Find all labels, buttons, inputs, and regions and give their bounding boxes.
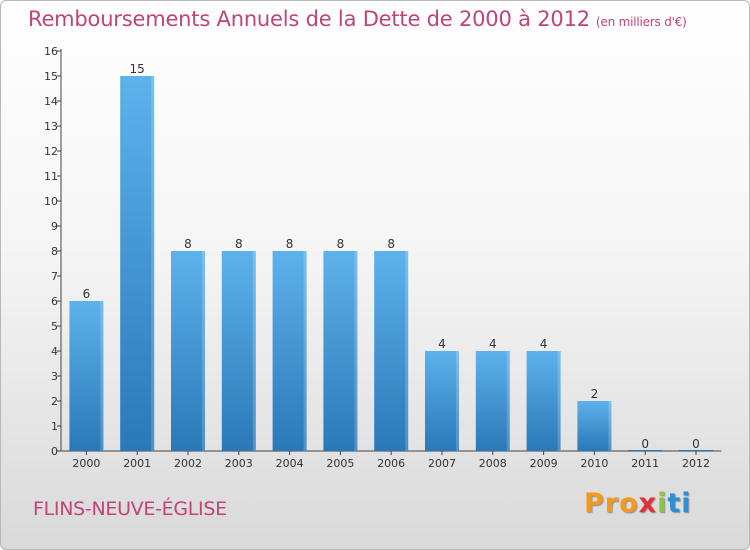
logo-part-2: x (638, 488, 658, 519)
bar (272, 251, 307, 451)
y-tick-label: 13 (44, 120, 58, 133)
bar (475, 351, 510, 451)
x-tick-label: 2007 (428, 457, 456, 470)
y-tick-label: 2 (51, 395, 58, 408)
y-tick-label: 6 (51, 295, 58, 308)
bar (628, 450, 663, 451)
y-tick-label: 12 (44, 145, 58, 158)
logo-part-4: ti (667, 488, 692, 519)
x-tick-label: 2006 (377, 457, 405, 470)
x-tick-label: 2011 (631, 457, 659, 470)
chart-subtitle: (en milliers d'€) (595, 15, 687, 29)
y-tick-label: 10 (44, 195, 58, 208)
town-name: FLINS-NEUVE-ÉGLISE (33, 498, 227, 520)
bar-value-label: 6 (83, 287, 91, 301)
bar (69, 301, 104, 451)
bar (374, 251, 409, 451)
bar-value-label: 4 (489, 337, 497, 351)
y-tick-label: 11 (44, 170, 58, 183)
bar-value-label: 8 (184, 237, 192, 251)
x-tick-label: 2012 (682, 457, 710, 470)
bar-highlight (506, 351, 510, 451)
x-tick-label: 2003 (225, 457, 253, 470)
bar-value-label: 8 (337, 237, 345, 251)
x-tick-label: 2005 (326, 457, 354, 470)
bar-highlight (405, 251, 409, 451)
bar (679, 450, 713, 451)
bar-highlight (252, 251, 256, 451)
bar-highlight (557, 351, 561, 451)
bar (425, 351, 459, 451)
bar-value-label: 2 (591, 387, 599, 401)
x-tick-label: 2000 (72, 457, 100, 470)
y-tick-label: 9 (51, 220, 58, 233)
bar (577, 401, 612, 451)
chart-labels: 6200015200182002820038200482005820064200… (72, 62, 710, 470)
proxiti-logo: Proxiti (584, 488, 692, 519)
y-tick-label: 14 (44, 95, 58, 108)
x-tick-label: 2002 (174, 457, 202, 470)
y-tick-label: 16 (44, 45, 58, 58)
bar-highlight (456, 351, 459, 451)
bar-highlight (202, 251, 205, 451)
bar (323, 251, 358, 451)
bar (221, 251, 256, 451)
y-tick-label: 0 (51, 445, 58, 458)
chart-title: Remboursements Annuels de la Dette de 20… (28, 7, 687, 31)
x-tick-label: 2010 (580, 457, 608, 470)
chart-bars (69, 76, 713, 451)
x-tick-label: 2001 (123, 457, 151, 470)
bar-highlight (303, 251, 307, 451)
bar-highlight (608, 401, 612, 451)
bar-highlight (354, 251, 358, 451)
bar-value-label: 15 (130, 62, 145, 76)
x-tick-label: 2009 (530, 457, 558, 470)
logo-part-1: Pro (584, 488, 639, 519)
x-tick-label: 2004 (276, 457, 304, 470)
bar-value-label: 8 (286, 237, 294, 251)
bar-highlight (100, 301, 104, 451)
y-tick-label: 8 (51, 245, 58, 258)
bar-value-label: 0 (692, 437, 700, 451)
bar-value-label: 4 (438, 337, 446, 351)
bar-value-label: 8 (387, 237, 395, 251)
bar-value-label: 8 (235, 237, 243, 251)
logo-part-3: i (657, 488, 668, 519)
bar-value-label: 4 (540, 337, 548, 351)
bar (120, 76, 155, 451)
y-tick-label: 15 (44, 70, 58, 83)
y-tick-label: 4 (51, 345, 58, 358)
chart-title-text: Remboursements Annuels de la Dette de 20… (28, 7, 590, 31)
y-tick-label: 5 (51, 320, 58, 333)
y-tick-label: 3 (51, 370, 58, 383)
y-tick-label: 7 (51, 270, 58, 283)
x-tick-label: 2008 (479, 457, 507, 470)
bar-highlight (151, 76, 155, 451)
bar (171, 251, 205, 451)
y-tick-label: 1 (51, 420, 58, 433)
bar-value-label: 0 (641, 437, 649, 451)
bar (526, 351, 561, 451)
